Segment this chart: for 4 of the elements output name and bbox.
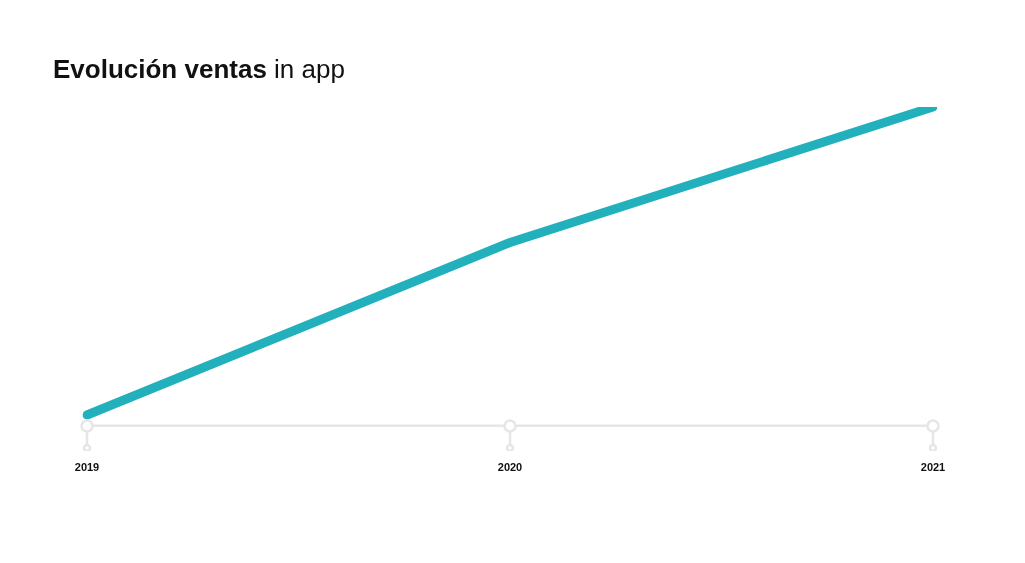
chart-title: Evolución ventas in app (53, 54, 345, 84)
x-tick-label: 2020 (497, 461, 523, 474)
x-tick-label: 2019 (74, 461, 100, 474)
x-tick-label: 2021 (920, 461, 946, 474)
